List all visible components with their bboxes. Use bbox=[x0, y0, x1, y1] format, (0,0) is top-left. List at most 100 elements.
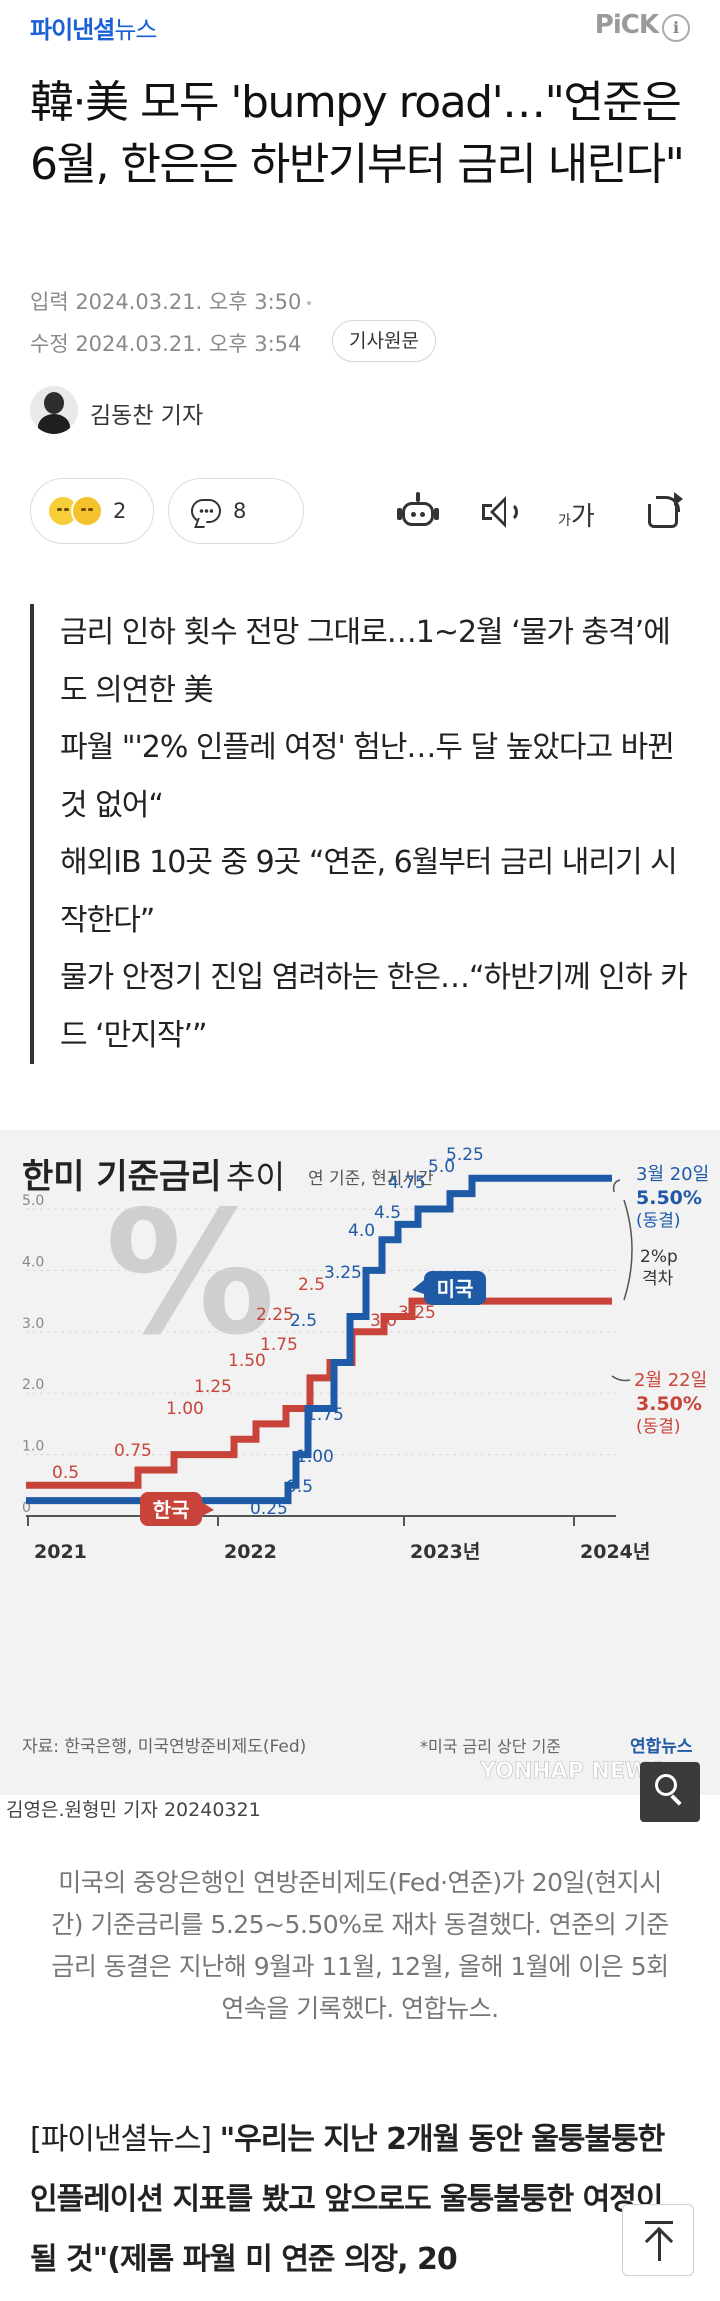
summary-line: 해외IB 10곳 중 9곳 “연준, 6월부터 금리 내리기 시작한다” bbox=[60, 845, 678, 938]
scroll-to-top-button[interactable] bbox=[622, 2204, 694, 2276]
font-size-icon-big: 가 bbox=[570, 502, 595, 532]
image-zoom-button[interactable] bbox=[640, 1762, 700, 1822]
korea-label-pointer bbox=[202, 1502, 214, 1516]
input-date-text: 입력 2024.03.21. 오후 3:50 bbox=[30, 290, 302, 314]
korea-annotation-leader bbox=[611, 1375, 631, 1382]
robot-icon bbox=[402, 502, 434, 526]
us-label-badge bbox=[424, 1271, 486, 1305]
us-end-status: (동결) bbox=[636, 1211, 681, 1231]
article-summary: 금리 인하 횟수 전망 그대로…1~2월 ‘물가 충격’에도 의연한 美 파월 … bbox=[30, 604, 690, 1064]
font-size-icon-small: 가 bbox=[558, 513, 571, 529]
lead-source: [파이낸셜뉴스] bbox=[30, 2122, 212, 2157]
data-label: 2.5 bbox=[290, 1311, 317, 1331]
chart-note: *미국 금리 상단 기준 bbox=[420, 1737, 561, 1756]
site-logo[interactable]: 파이낸셜뉴스 bbox=[30, 10, 158, 45]
rate-chart-figure[interactable]: 한미 기준금리 추이 연 기준, 현지시간 % 0 1.0 2.0 3.0 4.0 5.0… bbox=[0, 1130, 720, 1795]
robot-ear-left bbox=[397, 508, 402, 520]
y-tick-label: 0 bbox=[22, 1500, 31, 1516]
data-label: 0.5 bbox=[52, 1463, 79, 1483]
original-article-button[interactable]: 기사원문 bbox=[332, 320, 436, 362]
scroll-top-bar bbox=[645, 2221, 673, 2224]
pick-label[interactable]: PiCK bbox=[594, 10, 659, 40]
share-arrow-tip bbox=[674, 492, 683, 506]
data-label: 2.25 bbox=[256, 1305, 294, 1325]
korea-end-value: 3.50% bbox=[636, 1393, 702, 1415]
chart-title-suffix: 추이 bbox=[226, 1158, 285, 1196]
korea-label: 한국 bbox=[153, 1498, 190, 1522]
y-tick-label: 2.0 bbox=[22, 1377, 44, 1393]
input-date: 입력 2024.03.21. 오후 3:50 bbox=[30, 286, 312, 316]
share-button[interactable] bbox=[644, 490, 688, 534]
data-label: 1.00 bbox=[166, 1399, 204, 1419]
chart-y-ticks: 0 1.0 2.0 3.0 4.0 5.0 bbox=[22, 1193, 44, 1516]
chart-subtitle: 연 기준, 현지시간 bbox=[308, 1169, 434, 1189]
percent-watermark: % bbox=[105, 1175, 275, 1373]
data-label: 1.75 bbox=[306, 1405, 344, 1425]
data-label: 1.75 bbox=[260, 1335, 298, 1355]
us-label-pointer bbox=[412, 1280, 424, 1294]
rate-chart: 한미 기준금리 추이 연 기준, 현지시간 % 0 1.0 2.0 3.0 4.0 5.0… bbox=[22, 1145, 709, 1784]
data-label: 1.25 bbox=[194, 1377, 232, 1397]
image-credit: 김영은.원형민 기자 20240321 bbox=[6, 1799, 261, 1821]
x-tick-label: 2022 bbox=[224, 1541, 277, 1563]
korea-label-badge bbox=[140, 1492, 202, 1526]
reporter-avatar bbox=[30, 386, 78, 434]
chart-source: 자료: 한국은행, 미국연방준비제도(Fed) bbox=[22, 1737, 306, 1757]
y-tick-label: 4.0 bbox=[22, 1254, 44, 1270]
zoom-icon-handle bbox=[670, 1794, 682, 1806]
speaker-cone-inner bbox=[494, 502, 504, 522]
gap-bracket bbox=[623, 1199, 633, 1301]
y-tick-label: 5.0 bbox=[22, 1193, 44, 1209]
data-label: 3.25 bbox=[324, 1263, 362, 1283]
ai-summary-button[interactable] bbox=[396, 490, 440, 534]
article-headline: 韓·美 모두 'bumpy road'…"연준은 6월, 한은은 하반기부터 금… bbox=[30, 77, 685, 190]
meta-separator-dot bbox=[307, 301, 312, 305]
info-icon[interactable]: i bbox=[662, 14, 690, 42]
data-label: 3.0 bbox=[370, 1311, 397, 1331]
comment-button[interactable]: 8 bbox=[168, 478, 304, 544]
reaction-count: 2 bbox=[113, 499, 127, 523]
data-label: 4.5 bbox=[374, 1203, 401, 1223]
us-end-value: 5.50% bbox=[636, 1187, 702, 1209]
y-tick-label: 1.0 bbox=[22, 1439, 44, 1455]
data-label: 1.50 bbox=[228, 1351, 266, 1371]
series-line bbox=[26, 1174, 612, 1505]
font-size-button[interactable]: 가가 bbox=[558, 496, 602, 540]
speaker-icon bbox=[482, 504, 492, 520]
reporter-name: 김동찬 기자 bbox=[90, 403, 204, 429]
scroll-top-shaft bbox=[658, 2229, 661, 2261]
agency-mark: 연합뉴스 bbox=[630, 1736, 693, 1757]
data-label: 2.5 bbox=[298, 1275, 325, 1295]
listen-button[interactable] bbox=[478, 490, 522, 534]
data-label: 5.0 bbox=[428, 1157, 455, 1177]
comment-count: 8 bbox=[233, 499, 247, 523]
modified-date: 수정 2024.03.21. 오후 3:54 bbox=[30, 332, 302, 356]
data-label: 4.0 bbox=[348, 1221, 375, 1241]
series-line bbox=[26, 1297, 612, 1489]
y-tick-label: 3.0 bbox=[22, 1316, 44, 1332]
korea-end-status: (동결) bbox=[636, 1417, 681, 1437]
robot-ear-right bbox=[434, 508, 439, 520]
x-tick-label: 2021 bbox=[34, 1541, 87, 1563]
chart-gridlines bbox=[26, 1208, 616, 1517]
us-label: 미국 bbox=[437, 1277, 474, 1301]
summary-line: 파월 "'2% 인플레 여정' 험난…두 달 높았다고 바뀐 것 없어“ bbox=[60, 730, 675, 823]
data-label: 1.00 bbox=[296, 1447, 334, 1467]
reaction-button[interactable]: 2 bbox=[30, 478, 154, 544]
top-bar: 파이낸셜뉴스 PiCK i bbox=[0, 0, 720, 54]
zoom-icon bbox=[655, 1774, 677, 1796]
chart-title: 한미 기준금리 bbox=[22, 1157, 222, 1197]
data-label: 5.25 bbox=[446, 1145, 484, 1165]
gap-value: 2%p bbox=[640, 1247, 678, 1267]
image-caption: 미국의 중앙은행인 연방준비제도(Fed·연준)가 20일(현지시간) 기준금리… bbox=[51, 1868, 669, 2023]
article-body: [파이낸셜뉴스] "우리는 지난 2개월 동안 울퉁불퉁한 인플레이션 지표를 … bbox=[30, 2110, 694, 2290]
avatar-head-shape bbox=[44, 392, 64, 414]
lead-quote: "우리는 지난 2개월 동안 울퉁불퉁한 인플레이션 지표를 봤고 앞으로도 울… bbox=[30, 2122, 665, 2277]
logo-sub-text: 뉴스 bbox=[114, 16, 157, 44]
data-label: 0.25 bbox=[250, 1499, 288, 1519]
series-us: 0.250.51.001.752.53.254.04.54.755.05.25 bbox=[26, 1145, 612, 1519]
x-tick-label: 2023년 bbox=[410, 1541, 480, 1563]
summary-line: 금리 인하 횟수 전망 그대로…1~2월 ‘물가 충격’에도 의연한 美 bbox=[60, 615, 671, 708]
share-icon bbox=[648, 504, 678, 528]
sound-wave bbox=[506, 502, 518, 522]
